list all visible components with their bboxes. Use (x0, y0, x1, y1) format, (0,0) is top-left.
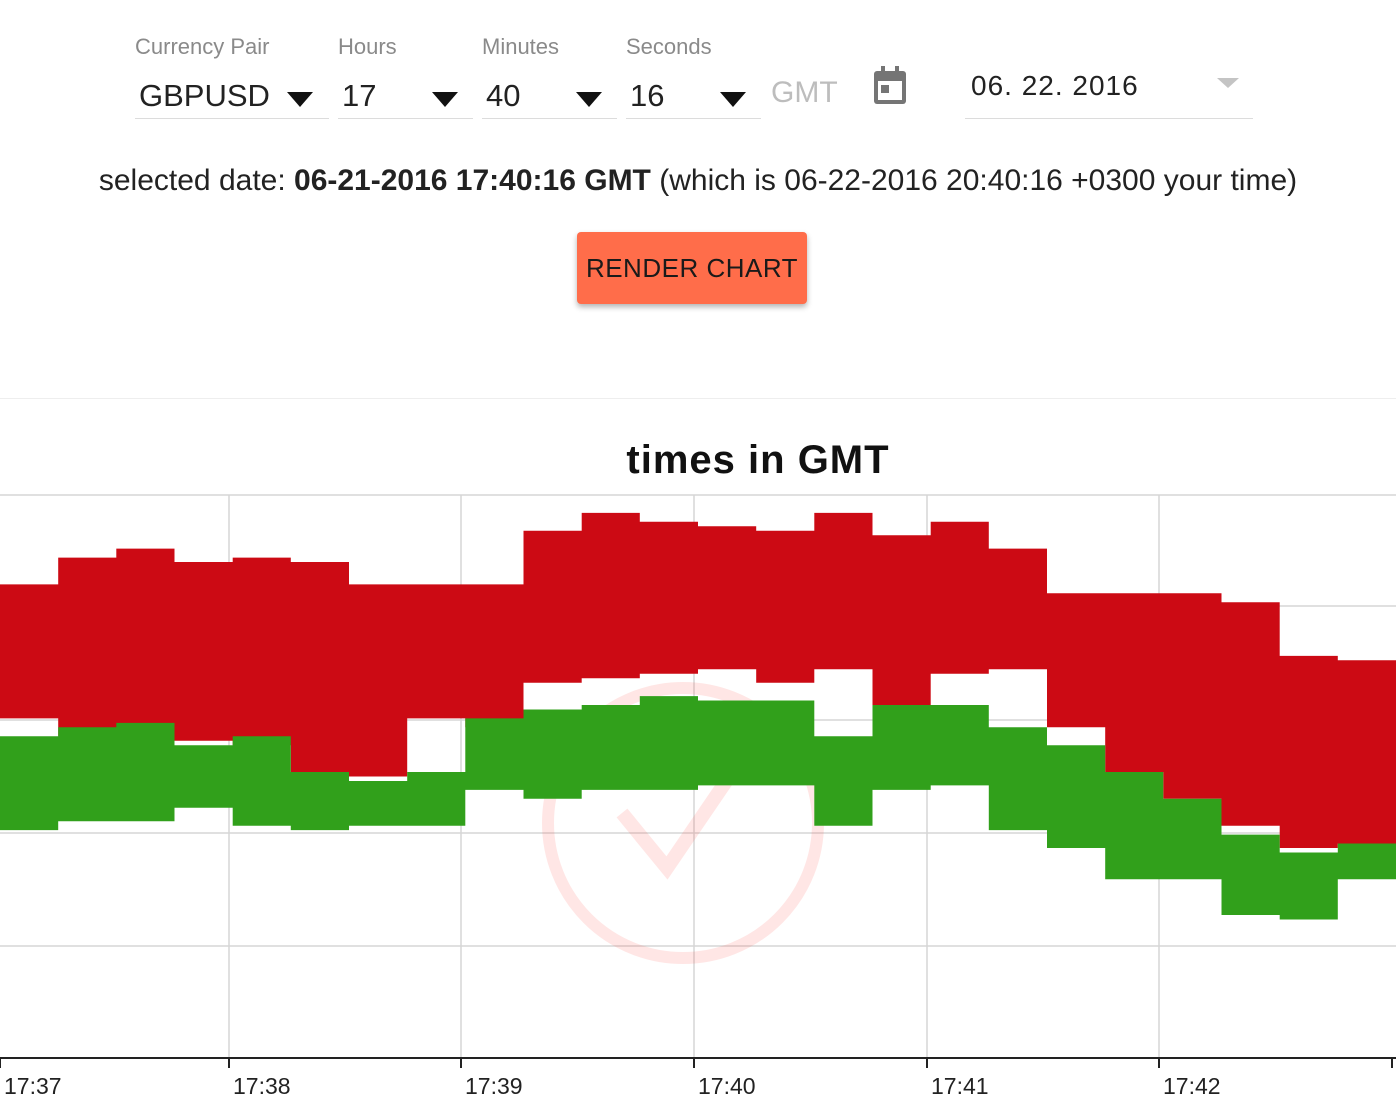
x-tick-label: 17:38 (233, 1073, 291, 1099)
series-band-2 (0, 696, 1396, 920)
x-tick-label: 17:42 (1163, 1073, 1221, 1099)
currency-pair-field: Currency Pair GBPUSD (135, 34, 329, 122)
selected-date-prefix: selected date: (98, 164, 286, 197)
currency-pair-value: GBPUSD (139, 78, 270, 113)
chevron-down-icon (1217, 78, 1239, 88)
date-value: 06. 22. 2016 (971, 70, 1139, 101)
chart-area: 17:37 17:38 17:39 17:40 17:41 17:42 (0, 494, 1396, 1099)
x-tick-label: 17:41 (931, 1073, 989, 1099)
x-axis: 17:37 17:38 17:39 17:40 17:41 17:42 (0, 1057, 1396, 1099)
chart-title: times in GMT (626, 438, 890, 482)
seconds-select[interactable]: 16 (626, 72, 761, 119)
currency-pair-select[interactable]: GBPUSD (135, 72, 329, 119)
minutes-value: 40 (486, 78, 521, 113)
selected-date-local: (which is 06-22-2016 20:40:16 +0300 your… (659, 164, 1298, 197)
hours-field: Hours 17 (338, 34, 473, 122)
timezone-label: GMT (771, 76, 838, 109)
minutes-select[interactable]: 40 (482, 72, 617, 119)
calendar-icon[interactable] (872, 66, 908, 106)
seconds-value: 16 (630, 78, 665, 113)
minutes-label: Minutes (482, 34, 560, 59)
x-tick-label: 17:39 (465, 1073, 523, 1099)
hours-label: Hours (338, 34, 397, 59)
render-chart-button[interactable]: RENDER CHART (577, 232, 807, 304)
hours-select[interactable]: 17 (338, 72, 473, 119)
dropdown-arrow-icon (432, 92, 458, 107)
selected-date-line: selected date: 06-21-2016 17:40:16 GMT (… (0, 164, 1396, 198)
divider (0, 398, 1396, 399)
x-tick-label: 17:40 (698, 1073, 756, 1099)
x-tick-label: 17:37 (4, 1073, 62, 1099)
selected-date-value: 06-21-2016 17:40:16 GMT (294, 164, 651, 197)
seconds-label: Seconds (626, 34, 712, 59)
seconds-field: Seconds 16 (626, 34, 761, 122)
minutes-field: Minutes 40 (482, 34, 617, 122)
dropdown-arrow-icon (720, 92, 746, 107)
date-picker-field[interactable]: 06. 22. 2016 (965, 60, 1253, 119)
currency-pair-label: Currency Pair (135, 34, 270, 59)
dropdown-arrow-icon (287, 92, 313, 107)
dropdown-arrow-icon (576, 92, 602, 107)
series-band-1 (0, 512, 1396, 848)
hours-value: 17 (342, 78, 377, 113)
series-layer (0, 512, 1396, 920)
